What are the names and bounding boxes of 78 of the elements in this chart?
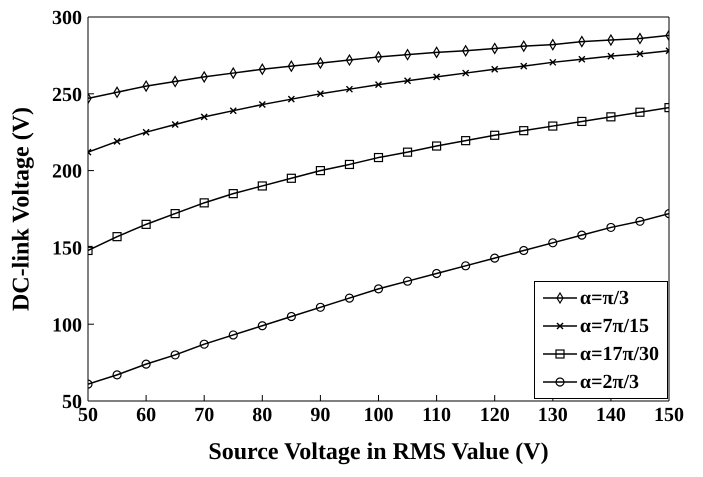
x-tick-label: 130 xyxy=(538,404,568,426)
point xyxy=(548,238,558,248)
point xyxy=(374,284,384,294)
point xyxy=(112,370,122,380)
x-axis-title: Source Voltage in RMS Value (V) xyxy=(208,439,549,465)
point xyxy=(258,321,267,330)
point xyxy=(344,293,354,303)
point xyxy=(316,166,325,176)
point xyxy=(228,330,238,340)
point xyxy=(577,230,586,240)
point xyxy=(288,95,296,103)
y-tick-label: 300 xyxy=(52,7,82,30)
point xyxy=(142,220,151,229)
x-tick-label: 80 xyxy=(252,404,272,426)
point xyxy=(432,73,440,81)
point xyxy=(258,181,267,191)
point xyxy=(606,222,616,232)
point xyxy=(490,254,500,263)
point xyxy=(142,128,150,136)
point xyxy=(491,66,498,73)
x-tick-label: 110 xyxy=(422,404,452,426)
point xyxy=(374,152,384,162)
point xyxy=(316,302,325,312)
point xyxy=(462,69,470,77)
point xyxy=(402,276,412,286)
y-tick-label: 100 xyxy=(52,314,82,336)
point xyxy=(490,130,500,140)
point xyxy=(461,136,470,146)
y-tick-label: 150 xyxy=(52,238,82,260)
point xyxy=(432,268,442,278)
point xyxy=(549,58,556,66)
point xyxy=(635,108,645,117)
point xyxy=(112,232,122,242)
point xyxy=(200,340,209,349)
point xyxy=(578,56,586,63)
x-tick-label: 140 xyxy=(596,404,626,426)
legend-label: α=7π/15 xyxy=(580,314,649,338)
point xyxy=(286,174,296,183)
point xyxy=(577,116,586,126)
point xyxy=(346,85,354,93)
legend-label: α=π/3 xyxy=(580,286,629,310)
point xyxy=(635,216,645,226)
legend-label: α=2π/3 xyxy=(580,370,639,394)
point xyxy=(344,160,354,170)
point xyxy=(142,360,151,369)
point xyxy=(171,120,179,128)
point xyxy=(200,198,209,208)
x-tick-label: 150 xyxy=(654,404,684,426)
x-tick-label: 100 xyxy=(364,404,394,426)
point xyxy=(607,52,615,60)
point xyxy=(519,246,528,256)
x-tick-label: 90 xyxy=(310,404,330,426)
point xyxy=(258,100,266,108)
point xyxy=(113,138,121,146)
point xyxy=(402,148,412,157)
point xyxy=(606,112,616,122)
point xyxy=(374,80,382,88)
point xyxy=(230,106,237,114)
y-tick-label: 200 xyxy=(52,160,82,183)
point xyxy=(228,189,238,198)
y-tick-label: 250 xyxy=(52,84,82,106)
point xyxy=(200,113,208,121)
point xyxy=(316,90,324,98)
x-tick-label: 70 xyxy=(194,404,214,426)
legend-label: α=17π/30 xyxy=(580,342,659,366)
x-tick-label: 60 xyxy=(136,404,156,426)
point xyxy=(461,261,470,270)
point xyxy=(432,141,442,151)
point xyxy=(519,126,528,136)
point xyxy=(170,350,180,360)
point xyxy=(636,50,644,58)
y-axis-title: DC-link Voltage (V) xyxy=(8,106,35,312)
point xyxy=(170,209,180,218)
point xyxy=(520,62,528,70)
x-tick-label: 120 xyxy=(480,404,510,426)
point xyxy=(548,121,558,131)
point xyxy=(286,312,296,322)
point xyxy=(404,77,412,84)
